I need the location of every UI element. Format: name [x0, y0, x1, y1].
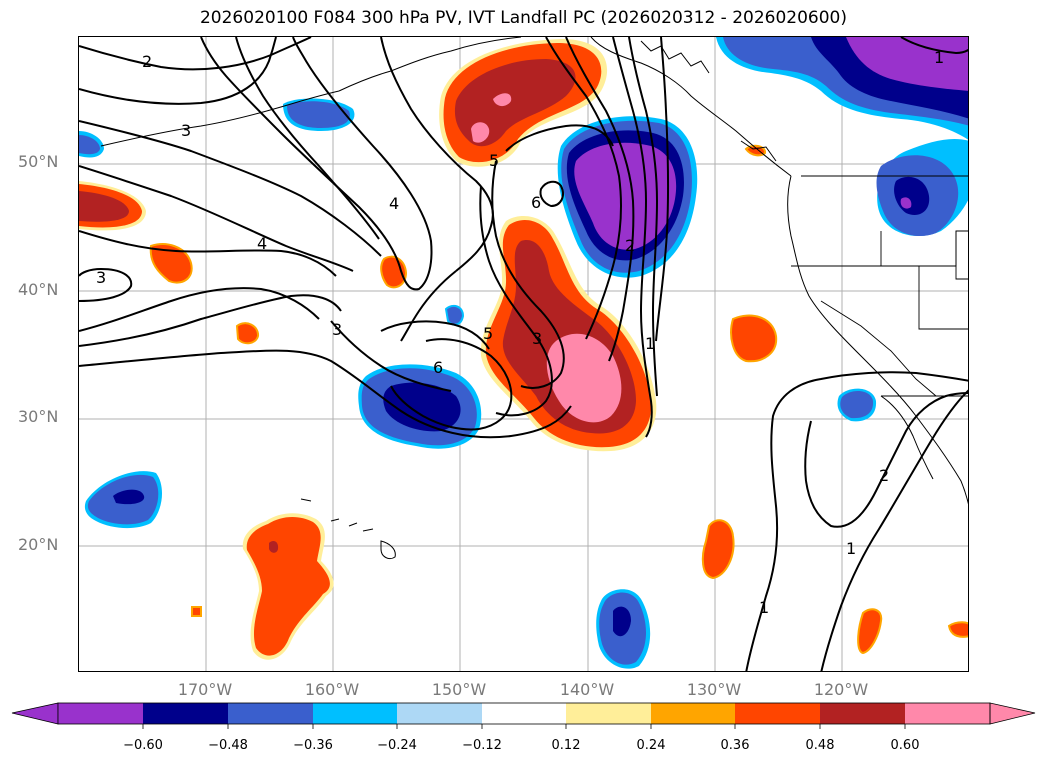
colorbar-tick-label: −0.36 — [293, 738, 333, 753]
colorbar-bin — [651, 703, 735, 724]
lat-label-50n: 50°N — [18, 152, 59, 171]
colorbar-tick-label: 0.12 — [551, 738, 581, 753]
lon-label-150w: 150°W — [431, 680, 487, 699]
contour-label: 6 — [531, 193, 541, 212]
colorbar-tick-label: −0.60 — [123, 738, 163, 753]
colorbar-tick-label: −0.24 — [377, 738, 417, 753]
colorbar-bin — [397, 703, 482, 724]
chart-title: 2026020100 F084 300 hPa PV, IVT Landfall… — [199, 8, 847, 28]
colorbar-tick-label: 0.24 — [636, 738, 666, 753]
colorbar-extend-min — [11, 702, 59, 725]
colorbar-bin — [735, 703, 820, 724]
contour-label: 1 — [934, 48, 944, 67]
contour-label: 5 — [489, 151, 499, 170]
contour-label: 5 — [483, 324, 493, 343]
colorbar-tick-label: 0.48 — [805, 738, 835, 753]
negative-pv-fills — [79, 37, 968, 669]
colorbar-bin — [566, 703, 651, 724]
colorbar-extend-max — [989, 702, 1036, 725]
lon-label-130w: 130°W — [686, 680, 742, 699]
colorbar-tick-label: 0.36 — [720, 738, 750, 753]
contour-label: 1 — [846, 539, 856, 558]
contour-labels: 2 3 4 4 3 3 5 6 6 5 3 2 1 1 2 1 1 — [96, 48, 944, 617]
colorbar-bin — [228, 703, 313, 724]
map-svg: 2 3 4 4 3 3 5 6 6 5 3 2 1 1 2 1 1 — [79, 37, 968, 671]
colorbar-bin — [820, 703, 905, 724]
political-borders — [791, 175, 968, 397]
colorbar-tick-label: −0.48 — [208, 738, 248, 753]
contour-label: 6 — [433, 358, 443, 377]
lat-label-40n: 40°N — [18, 280, 59, 299]
lon-label-170w: 170°W — [177, 680, 233, 699]
contour-label: 2 — [142, 52, 152, 71]
lon-label-120w: 120°W — [813, 680, 869, 699]
colorbar-bin — [313, 703, 397, 724]
colorbar-tick-label: −0.12 — [462, 738, 502, 753]
colorbar-bin — [905, 703, 990, 724]
colorbar-bin — [482, 703, 566, 724]
lon-label-140w: 140°W — [559, 680, 615, 699]
contour-label: 4 — [389, 194, 399, 213]
lat-label-20n: 20°N — [18, 535, 59, 554]
contour-lines — [79, 37, 968, 671]
contour-label: 4 — [257, 234, 267, 253]
colorbar-tick-label: 0.60 — [890, 738, 920, 753]
contour-label: 2 — [879, 466, 889, 485]
colorbar — [11, 702, 1036, 729]
contour-label: 2 — [625, 236, 635, 255]
contour-label: 1 — [759, 598, 769, 617]
colorbar-bin — [58, 703, 143, 724]
contour-label: 3 — [332, 320, 342, 339]
lat-label-30n: 30°N — [18, 407, 59, 426]
map-panel: 2 3 4 4 3 3 5 6 6 5 3 2 1 1 2 1 1 — [78, 36, 969, 672]
contour-label: 1 — [645, 334, 655, 353]
contour-label: 3 — [181, 121, 191, 140]
colorbar-bin — [143, 703, 228, 724]
contour-label: 3 — [96, 268, 106, 287]
positive-pv-fills — [79, 39, 968, 660]
contour-label: 3 — [532, 329, 542, 348]
lon-label-160w: 160°W — [304, 680, 360, 699]
